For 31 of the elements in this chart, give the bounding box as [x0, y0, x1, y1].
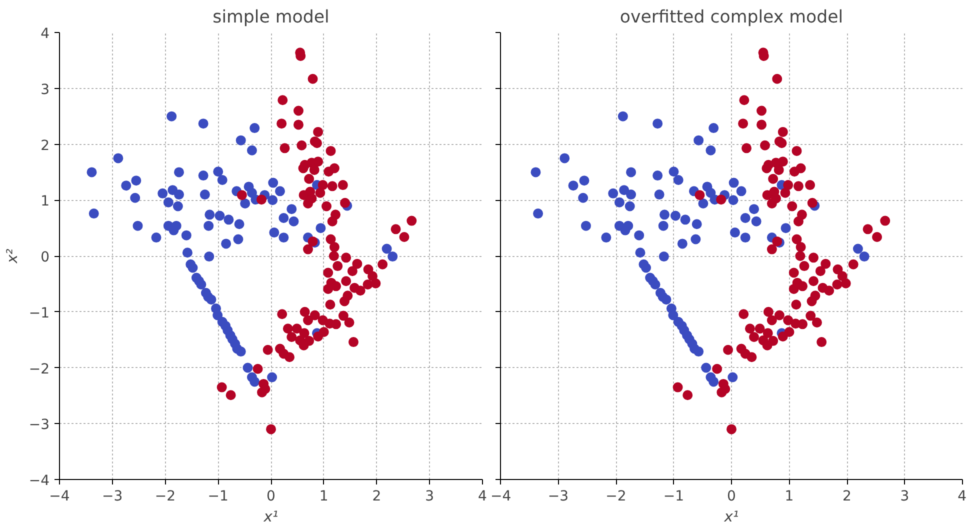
y-tick-label: 0 — [40, 250, 50, 266]
x-tick-label: −1 — [208, 488, 228, 504]
y-tick-label: 2 — [40, 138, 50, 154]
x-tick-label: 3 — [900, 488, 910, 504]
y-tick-label: −4 — [28, 473, 50, 489]
x-tick-label: 2 — [372, 488, 382, 504]
x-tick-label: 4 — [478, 488, 488, 504]
x-tick-label: 4 — [958, 488, 967, 504]
chart-title: simple model — [212, 8, 330, 28]
y-tick-label: 1 — [40, 194, 50, 210]
x-tick-label: 3 — [425, 488, 434, 504]
x-tick-label: 2 — [842, 488, 852, 504]
x-tick-label: −3 — [102, 488, 123, 504]
y-tick-label: −1 — [28, 305, 50, 322]
x-tick-label: 0 — [266, 488, 276, 504]
x-tick-label: −3 — [548, 488, 569, 504]
x-axis-title: x¹ — [262, 508, 278, 526]
y-tick-label: 3 — [40, 82, 50, 98]
x-tick-label: 1 — [319, 488, 328, 504]
x-tick-label: −4 — [490, 488, 512, 504]
x-tick-label: −1 — [663, 488, 684, 504]
chart-title: overfitted complex model — [620, 8, 844, 28]
y-axis-title: x² — [4, 248, 21, 264]
x-tick-label: 0 — [727, 488, 736, 504]
y-tick-label: −3 — [28, 417, 50, 434]
x-tick-label: −2 — [154, 488, 176, 504]
y-tick-label: −2 — [28, 361, 50, 378]
x-axis-title: x¹ — [723, 508, 739, 526]
x-tick-label: 1 — [784, 488, 794, 504]
x-tick-label: −2 — [606, 488, 626, 504]
y-tick-label: 4 — [40, 26, 50, 42]
